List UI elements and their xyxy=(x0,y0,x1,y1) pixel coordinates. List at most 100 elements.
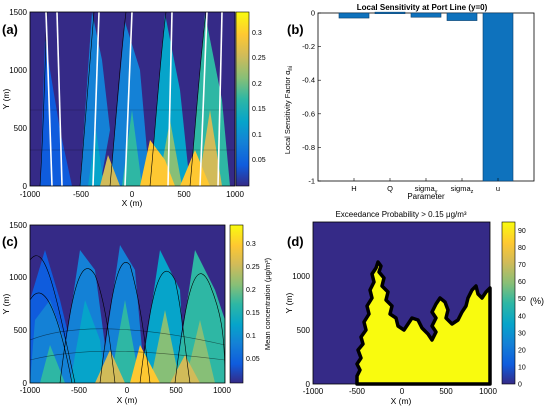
panel-a-yticks: 0 500 1000 1500 xyxy=(9,8,27,191)
panel-b-bar-u xyxy=(482,12,514,182)
panel-c-cbar-ticks: 0.05 0.1 0.15 0.2 0.25 0.3 xyxy=(246,241,260,363)
panel-b-ylabel: Local Sensitivity Factor αni xyxy=(283,66,294,154)
panel-d-yticks: 0 500 1000 xyxy=(292,272,310,389)
panel-a-xticks: -1000 -500 0 500 1000 xyxy=(20,190,245,199)
panel-b-bar-sigma_z xyxy=(446,12,478,21)
panel-c-frame xyxy=(29,224,226,384)
panel-a-frame xyxy=(29,11,236,187)
panel-d-xticks: -1000 -500 0 500 1000 xyxy=(303,387,498,396)
panel-d-cbar-tick: 10 xyxy=(518,364,526,371)
panel-d-colorbar xyxy=(501,221,516,385)
panel-c-xtick: 1000 xyxy=(213,386,231,395)
panel-c-yticks: 0 500 1000 1500 xyxy=(9,221,27,388)
panel-a-cbar-tick: 0.2 xyxy=(252,81,262,88)
panel-a-cbar-tick: 0.3 xyxy=(252,30,262,37)
panel-b-letter: (b) xyxy=(287,22,304,37)
panel-c-ytick: 0 xyxy=(23,379,28,388)
panel-b-bar-H xyxy=(338,12,370,19)
panel-c-cbar-tick: 0.25 xyxy=(246,264,260,271)
panel-d-cbar-tick: 40 xyxy=(518,313,526,320)
panel-a-xtick: 1000 xyxy=(226,190,244,199)
panel-c-cbar-label: Mean concentration (μg/m³) xyxy=(263,257,272,350)
panel-c-colorbar xyxy=(229,224,244,384)
panel-c-ytick: 1500 xyxy=(9,221,27,230)
panel-b: (b) Local Sensitivity at Port Line (y=0)… xyxy=(283,3,535,201)
panel-a-letter: (a) xyxy=(2,22,18,37)
panel-c-cbar-tick: 0.3 xyxy=(246,241,256,248)
panel-d-cbar-tick: 50 xyxy=(518,296,526,303)
panel-d-letter: (d) xyxy=(287,234,304,249)
panel-c-cbar-tick: 0.15 xyxy=(246,310,260,317)
panel-a: (a) xyxy=(1,8,266,208)
panel-c-letter: (c) xyxy=(2,234,18,249)
panel-a-ytick: 500 xyxy=(14,124,28,133)
panel-c-ytick: 500 xyxy=(14,326,28,335)
panel-c-contour-map xyxy=(30,225,225,383)
panel-c-cbar-tick: 0.2 xyxy=(246,287,256,294)
panel-a-cbar-tick: 0.1 xyxy=(252,132,262,139)
panel-b-xlabel: Parameter xyxy=(407,192,445,201)
panel-b-yticks: -1 -0.8 -0.6 -0.4 -0.2 0 xyxy=(302,9,321,186)
panel-a-cbar-tick: 0.25 xyxy=(252,55,266,62)
panel-d-xtick: 500 xyxy=(439,387,453,396)
panel-d-title: Exceedance Probability > 0.15 μg/m³ xyxy=(335,210,466,219)
panel-c: (c) xyxy=(1,221,272,405)
panel-c-xtick: 500 xyxy=(169,386,183,395)
panel-a-xtick: 500 xyxy=(177,190,191,199)
panel-b-xtick-label: sigmaz xyxy=(451,184,474,195)
panel-a-xtick: 0 xyxy=(130,190,135,199)
panel-a-cbar-tick: 0.05 xyxy=(252,157,266,164)
panel-a-contour-map xyxy=(30,12,235,186)
panel-a-ytick: 1500 xyxy=(9,8,27,17)
panel-b-xtick-label: Q xyxy=(387,184,393,193)
panel-c-xticks: -1000 -500 0 500 1000 xyxy=(20,386,232,395)
panel-b-ylabel-sub: ni xyxy=(288,66,294,71)
panel-d-ytick: 0 xyxy=(306,380,311,389)
panel-a-ytick: 1000 xyxy=(9,66,27,75)
panel-d-xtick: 1000 xyxy=(479,387,497,396)
panel-c-cbar-tick: 0.1 xyxy=(246,333,256,340)
panel-b-xtick-label: u xyxy=(496,184,500,193)
panel-d-ylabel: Y (m) xyxy=(284,293,294,314)
panel-d-frame xyxy=(312,221,491,385)
panel-c-cbar-tick: 0.05 xyxy=(246,356,260,363)
panel-a-ylabel: Y (m) xyxy=(1,89,11,110)
panel-d-cbar-tick: 60 xyxy=(518,279,526,286)
panel-b-ytick-label: -0.8 xyxy=(302,143,315,152)
panel-b-title: Local Sensitivity at Port Line (y=0) xyxy=(357,3,488,12)
panel-d-ytick: 1000 xyxy=(292,272,310,281)
panel-c-ylabel: Y (m) xyxy=(1,294,11,315)
panel-b-bars xyxy=(338,11,514,182)
panel-b-ytick-label: -0.4 xyxy=(302,76,315,85)
panel-d-xlabel: X (m) xyxy=(391,396,412,406)
panel-d: (d) Exceedance Probability > 0.15 μg/m³ … xyxy=(284,210,544,406)
panel-a-xlabel: X (m) xyxy=(122,198,143,208)
panel-a-colorbar xyxy=(235,11,250,187)
panel-b-ytick-label: -0.6 xyxy=(302,109,315,118)
panel-b-ytick-label: -1 xyxy=(308,177,315,186)
panel-c-xlabel: X (m) xyxy=(117,395,138,405)
panel-d-xtick: 0 xyxy=(400,387,405,396)
panel-a-cbar-tick: 0.15 xyxy=(252,106,266,113)
panel-d-cbar-tick: 70 xyxy=(518,262,526,269)
panel-b-xtick-label: H xyxy=(351,184,356,193)
panel-b-xtick-label: sigmay xyxy=(415,184,438,195)
panel-a-xtick: -500 xyxy=(73,190,90,199)
panel-d-cbar-tick: 80 xyxy=(518,245,526,252)
panel-d-cbar-ticks: 0 10 20 30 40 50 60 70 80 90 xyxy=(518,228,526,388)
panel-d-ytick: 500 xyxy=(297,326,311,335)
panel-a-cbar-ticks: 0.05 0.1 0.15 0.2 0.25 0.3 xyxy=(252,30,266,164)
panel-d-cbar-tick: 0 xyxy=(518,382,522,389)
panel-d-xtick: -1000 xyxy=(303,387,324,396)
panel-b-bar-sigma_y xyxy=(410,12,442,18)
panel-c-ytick: 1000 xyxy=(9,273,27,282)
panel-d-cbar-tick: 90 xyxy=(518,228,526,235)
panel-a-ytick: 0 xyxy=(23,182,28,191)
panel-d-cbar-unit: (%) xyxy=(530,296,544,306)
panel-a-xtick: -1000 xyxy=(20,190,41,199)
panel-d-cbar-tick: 20 xyxy=(518,347,526,354)
panel-c-xtick: 0 xyxy=(125,386,130,395)
panel-b-ytick-label: 0 xyxy=(311,9,315,18)
panel-a-flow-lines xyxy=(45,12,223,186)
